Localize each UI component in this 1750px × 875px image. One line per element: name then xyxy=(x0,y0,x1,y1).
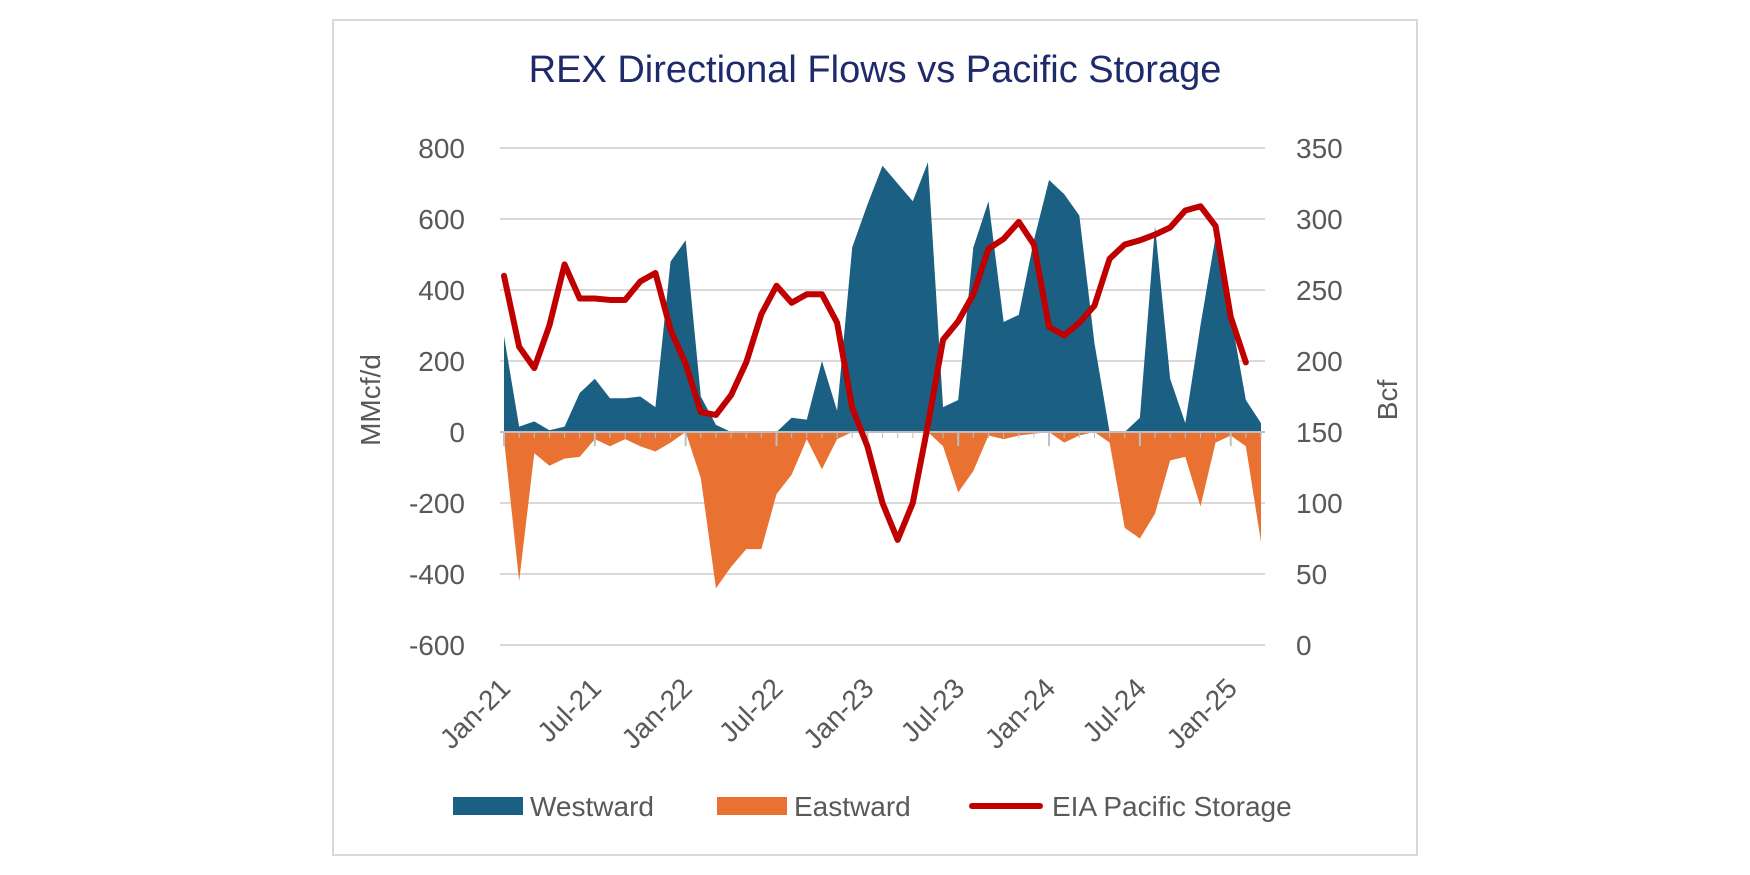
line-eia-pacific-storage xyxy=(501,203,1249,543)
chart-title: REX Directional Flows vs Pacific Storage xyxy=(528,49,1222,91)
y-right-tick-label: 100 xyxy=(1296,488,1343,519)
legend-label: Westward xyxy=(530,791,654,822)
y-left-tick-label: 200 xyxy=(418,346,465,377)
y-right-tick-label: 250 xyxy=(1296,275,1343,306)
y-left-tick-label: 800 xyxy=(418,133,465,164)
y-left-tick-label: -400 xyxy=(409,559,465,590)
y-left-tick-label: 0 xyxy=(449,417,465,448)
x-tick-label: Jul-23 xyxy=(895,672,971,748)
x-tick-label: Jul-22 xyxy=(713,672,789,748)
legend: Westward Eastward EIA Pacific Storage xyxy=(453,791,1292,822)
area-eastward xyxy=(504,432,1261,589)
y-left-tick-label: 600 xyxy=(418,204,465,235)
legend-label: EIA Pacific Storage xyxy=(1052,791,1292,822)
y-right-tick-label: 0 xyxy=(1296,630,1312,661)
y-left-tick-label: -600 xyxy=(409,630,465,661)
y-left-tick-label: 400 xyxy=(418,275,465,306)
y-right-tick-label: 50 xyxy=(1296,559,1327,590)
line-series xyxy=(501,203,1249,543)
x-tick-label: Jan-25 xyxy=(1160,672,1242,754)
y-left-tick-label: -200 xyxy=(409,488,465,519)
legend-swatch xyxy=(453,797,523,815)
legend-label: Eastward xyxy=(794,791,911,822)
area-series xyxy=(504,162,1261,589)
x-tick-label: Jan-23 xyxy=(797,672,879,754)
legend-swatch xyxy=(717,797,787,815)
x-tick-label: Jan-21 xyxy=(434,672,516,754)
y-right-tick-label: 350 xyxy=(1296,133,1343,164)
y-right-tick-label: 200 xyxy=(1296,346,1343,377)
x-tick-label: Jul-24 xyxy=(1076,672,1152,748)
area-westward xyxy=(504,162,1261,432)
y-right-tick-label: 300 xyxy=(1296,204,1343,235)
x-tick-label: Jan-22 xyxy=(615,672,697,754)
y-axis-right-label: Bcf xyxy=(1372,380,1403,421)
x-tick-label: Jan-24 xyxy=(979,672,1061,754)
y-right-tick-label: 150 xyxy=(1296,417,1343,448)
x-axis xyxy=(500,431,1265,446)
x-tick-label: Jul-21 xyxy=(531,672,607,748)
y-axis-left-label: MMcf/d xyxy=(355,354,386,446)
